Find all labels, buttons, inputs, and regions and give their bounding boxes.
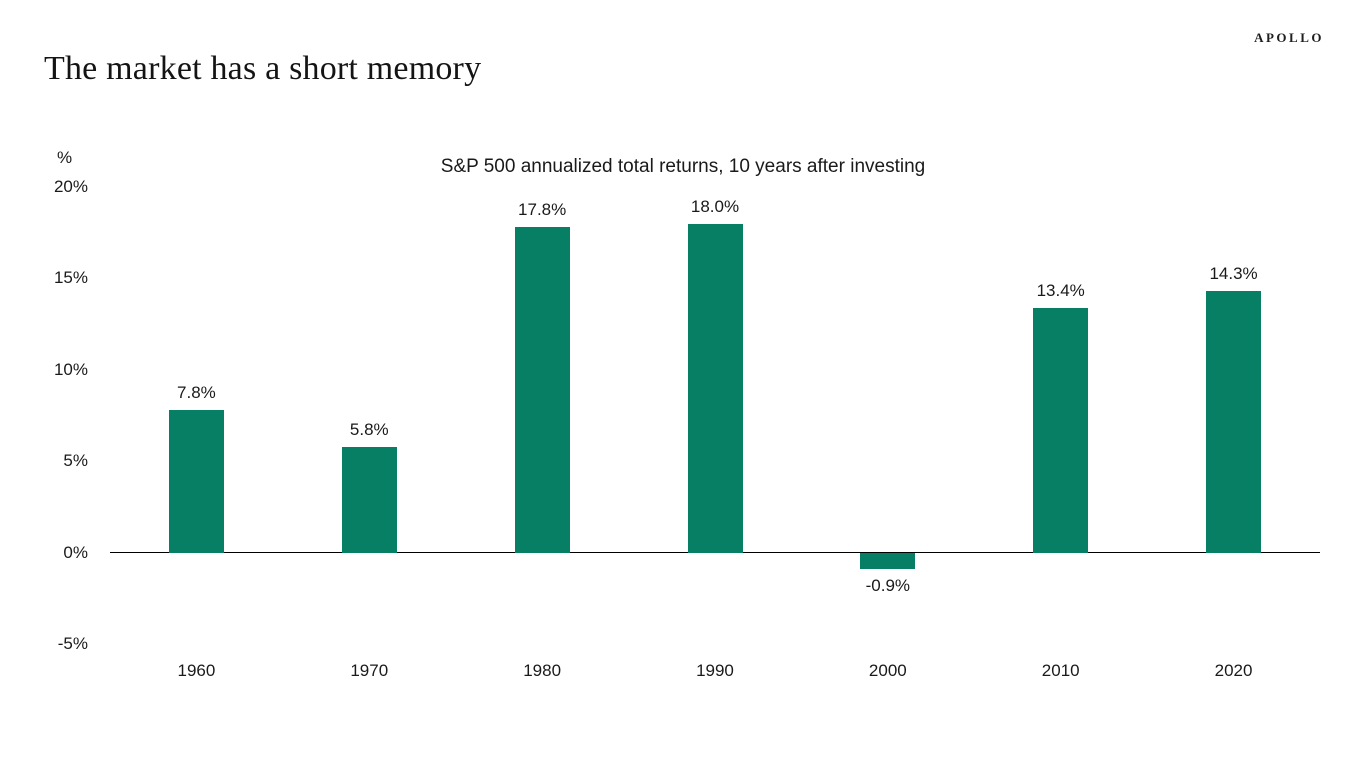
bar-value-label: 7.8% xyxy=(177,383,216,403)
x-tick-label: 1960 xyxy=(177,661,216,680)
y-tick-label: 15% xyxy=(53,268,88,288)
bar-2020 xyxy=(1206,291,1262,553)
bar-1970 xyxy=(341,446,397,553)
y-tick-label: -5% xyxy=(57,634,88,653)
bar-chart: S&P 500 annualized total returns, 10 yea… xyxy=(0,140,1366,720)
page-title: The market has a short memory xyxy=(44,50,482,87)
y-tick-label: 5% xyxy=(63,451,88,471)
bar-value-label: 13.4% xyxy=(1036,280,1085,300)
x-tick-label: 2000 xyxy=(868,661,907,680)
bar-value-label: 5.8% xyxy=(349,419,389,439)
x-axis-line xyxy=(110,551,1320,554)
plot-area: 7.8% 5.8% 17.8% 18.0% -0.9% 13.4% 14.3% xyxy=(110,187,1320,644)
bar-2000 xyxy=(860,552,916,570)
bar-value-label: 14.3% xyxy=(1209,264,1258,284)
y-tick-label: 0% xyxy=(63,542,88,562)
x-tick-label: 1970 xyxy=(350,661,389,680)
bar-value-label: -0.9% xyxy=(865,576,911,596)
x-tick-label: 1990 xyxy=(696,661,734,680)
bar-1960 xyxy=(168,410,224,553)
y-tick-label: 10% xyxy=(53,359,88,379)
y-axis-unit-label: % xyxy=(57,148,73,167)
apollo-logo: APOLLO xyxy=(1254,30,1324,45)
y-tick-label: 20% xyxy=(53,177,88,196)
bar-2010 xyxy=(1033,307,1089,553)
x-tick-label: 2020 xyxy=(1214,661,1253,680)
chart-title: S&P 500 annualized total returns, 10 yea… xyxy=(440,156,926,177)
bar-1990 xyxy=(687,223,743,553)
bar-value-label: 17.8% xyxy=(518,200,567,220)
bar-value-label: 18.0% xyxy=(690,196,740,216)
bar-1980 xyxy=(514,227,570,553)
x-tick-label: 1980 xyxy=(523,661,562,680)
x-tick-label: 2010 xyxy=(1041,661,1080,680)
